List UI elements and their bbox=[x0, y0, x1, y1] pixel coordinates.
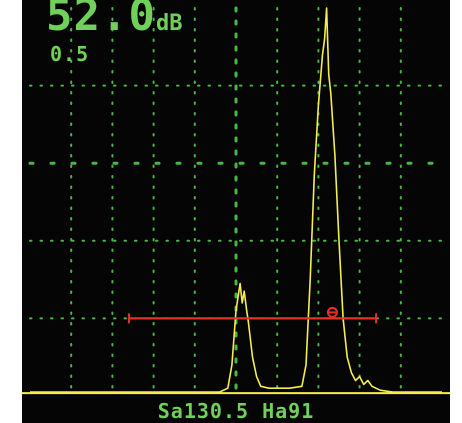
trace-series-0 bbox=[30, 7, 442, 393]
a-scan-display bbox=[22, 6, 450, 398]
gain-value: 52.0 bbox=[46, 0, 156, 41]
gate-crossing-marker bbox=[326, 306, 338, 318]
gain-step-readout: 0.5 bbox=[50, 42, 90, 66]
ultrasonic-flaw-detector-screen: 52.0dB 0.5 Sa130.5 Ha91 bbox=[22, 0, 450, 423]
status-line: Sa130.5 Ha91 bbox=[157, 399, 315, 423]
graticule-grid bbox=[28, 6, 444, 398]
gain-readout: 52.0dB bbox=[46, 0, 182, 38]
gain-unit: dB bbox=[155, 11, 183, 36]
gate-a[interactable] bbox=[127, 306, 378, 324]
a-scan-trace bbox=[22, 7, 450, 395]
